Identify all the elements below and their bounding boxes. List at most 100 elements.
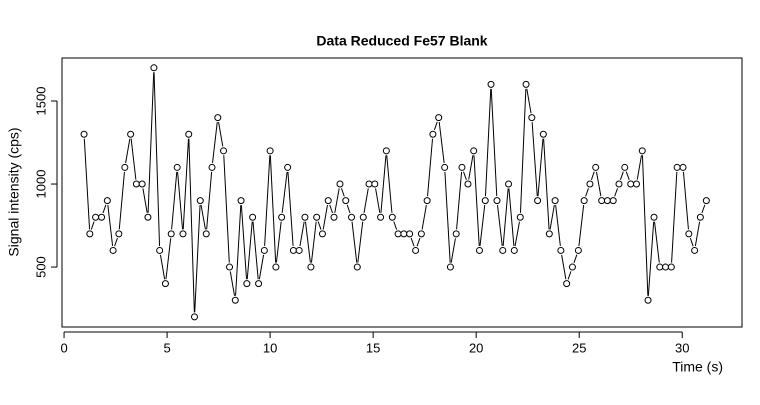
data-point xyxy=(505,180,513,188)
connector xyxy=(393,221,398,230)
data-point xyxy=(377,213,385,221)
data-point xyxy=(510,246,518,254)
connector xyxy=(596,171,602,197)
data-point xyxy=(568,263,576,271)
data-point xyxy=(400,230,408,238)
connector xyxy=(246,221,253,280)
data-point xyxy=(691,246,699,254)
connector xyxy=(107,205,114,247)
connector xyxy=(188,138,195,313)
data-point xyxy=(272,263,280,271)
connector xyxy=(142,188,148,213)
data-point xyxy=(632,180,640,188)
data-point xyxy=(615,180,623,188)
x-tick-label: 5 xyxy=(163,340,170,355)
data-point xyxy=(685,230,693,238)
data-point xyxy=(534,197,542,205)
data-point xyxy=(324,197,332,205)
data-point xyxy=(557,246,565,254)
data-point xyxy=(516,213,524,221)
data-point xyxy=(185,130,193,138)
data-point xyxy=(406,230,414,238)
data-point xyxy=(156,246,164,254)
connector xyxy=(317,221,322,230)
y-tick-label: 500 xyxy=(33,256,48,278)
data-point xyxy=(208,163,216,171)
connector xyxy=(701,204,706,214)
connector xyxy=(90,221,95,230)
connector xyxy=(375,188,381,213)
data-point xyxy=(109,246,117,254)
connector xyxy=(118,171,125,230)
connector xyxy=(281,171,288,213)
data-point xyxy=(318,230,326,238)
data-point xyxy=(487,80,495,88)
x-tick-label: 20 xyxy=(469,340,483,355)
data-point xyxy=(167,230,175,238)
data-point xyxy=(650,213,658,221)
data-point xyxy=(260,246,268,254)
data-point xyxy=(80,130,88,138)
connector xyxy=(218,121,224,147)
data-point xyxy=(353,263,361,271)
connector xyxy=(526,88,532,114)
connector xyxy=(694,221,701,247)
data-point xyxy=(132,180,140,188)
data-point xyxy=(475,246,483,254)
connector xyxy=(543,138,550,230)
data-point xyxy=(662,263,670,271)
connector xyxy=(240,205,248,280)
data-point xyxy=(470,147,478,155)
plot-frame xyxy=(61,57,743,328)
connector xyxy=(421,204,427,230)
connector xyxy=(573,254,578,263)
data-point xyxy=(586,180,594,188)
connector xyxy=(433,121,438,131)
data-point xyxy=(249,213,257,221)
data-point xyxy=(412,246,420,254)
connector xyxy=(264,155,271,246)
data-point xyxy=(243,280,251,288)
connector xyxy=(130,138,137,180)
connector xyxy=(497,205,503,247)
data-point xyxy=(266,147,274,155)
data-point xyxy=(371,180,379,188)
connector xyxy=(508,188,515,247)
data-point xyxy=(202,230,210,238)
data-point xyxy=(545,230,553,238)
connector xyxy=(182,138,189,230)
connector xyxy=(484,88,492,197)
connector xyxy=(269,155,277,263)
connector xyxy=(410,237,415,247)
x-tick-label: 30 xyxy=(675,340,689,355)
connector xyxy=(490,88,498,197)
connector xyxy=(636,155,642,180)
connector xyxy=(647,221,655,296)
data-point xyxy=(539,130,547,138)
connector xyxy=(114,237,118,247)
connector xyxy=(519,88,527,213)
data-point xyxy=(592,163,600,171)
data-point xyxy=(499,246,507,254)
connector xyxy=(351,221,358,263)
data-point xyxy=(563,280,571,288)
data-point xyxy=(481,197,489,205)
data-point xyxy=(493,197,501,205)
connector xyxy=(641,155,649,296)
data-point xyxy=(284,163,292,171)
connector xyxy=(438,122,445,164)
connector xyxy=(514,221,520,247)
data-point xyxy=(161,280,169,288)
connector xyxy=(171,171,178,230)
connector xyxy=(578,205,585,247)
connector xyxy=(346,204,351,214)
data-point xyxy=(173,163,181,171)
connector xyxy=(654,221,660,263)
data-point xyxy=(190,313,198,321)
data-point xyxy=(656,263,664,271)
data-point xyxy=(196,197,204,205)
connector xyxy=(299,221,305,247)
connector xyxy=(456,171,463,230)
data-point xyxy=(336,180,344,188)
data-point xyxy=(441,163,449,171)
